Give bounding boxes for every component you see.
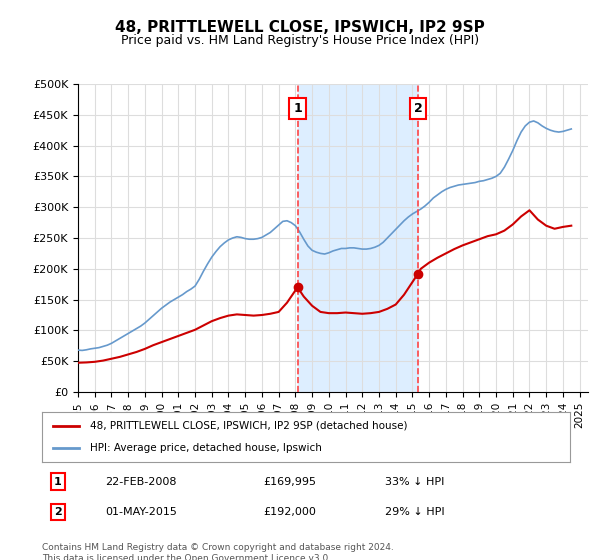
- Text: 29% ↓ HPI: 29% ↓ HPI: [385, 507, 445, 517]
- Text: 2: 2: [413, 102, 422, 115]
- Bar: [298, 84, 418, 392]
- Text: Contains HM Land Registry data © Crown copyright and database right 2024.
This d: Contains HM Land Registry data © Crown c…: [42, 543, 394, 560]
- Text: Price paid vs. HM Land Registry's House Price Index (HPI): Price paid vs. HM Land Registry's House …: [121, 34, 479, 46]
- Text: £192,000: £192,000: [264, 507, 317, 517]
- Text: 48, PRITTLEWELL CLOSE, IPSWICH, IP2 9SP: 48, PRITTLEWELL CLOSE, IPSWICH, IP2 9SP: [115, 20, 485, 35]
- Text: 22-FEB-2008: 22-FEB-2008: [106, 477, 177, 487]
- Text: 1: 1: [54, 477, 62, 487]
- Text: HPI: Average price, detached house, Ipswich: HPI: Average price, detached house, Ipsw…: [89, 443, 322, 453]
- Text: 2: 2: [54, 507, 62, 517]
- Text: 48, PRITTLEWELL CLOSE, IPSWICH, IP2 9SP (detached house): 48, PRITTLEWELL CLOSE, IPSWICH, IP2 9SP …: [89, 421, 407, 431]
- Text: 01-MAY-2015: 01-MAY-2015: [106, 507, 177, 517]
- Text: 1: 1: [293, 102, 302, 115]
- Text: £169,995: £169,995: [264, 477, 317, 487]
- Text: 33% ↓ HPI: 33% ↓ HPI: [385, 477, 445, 487]
